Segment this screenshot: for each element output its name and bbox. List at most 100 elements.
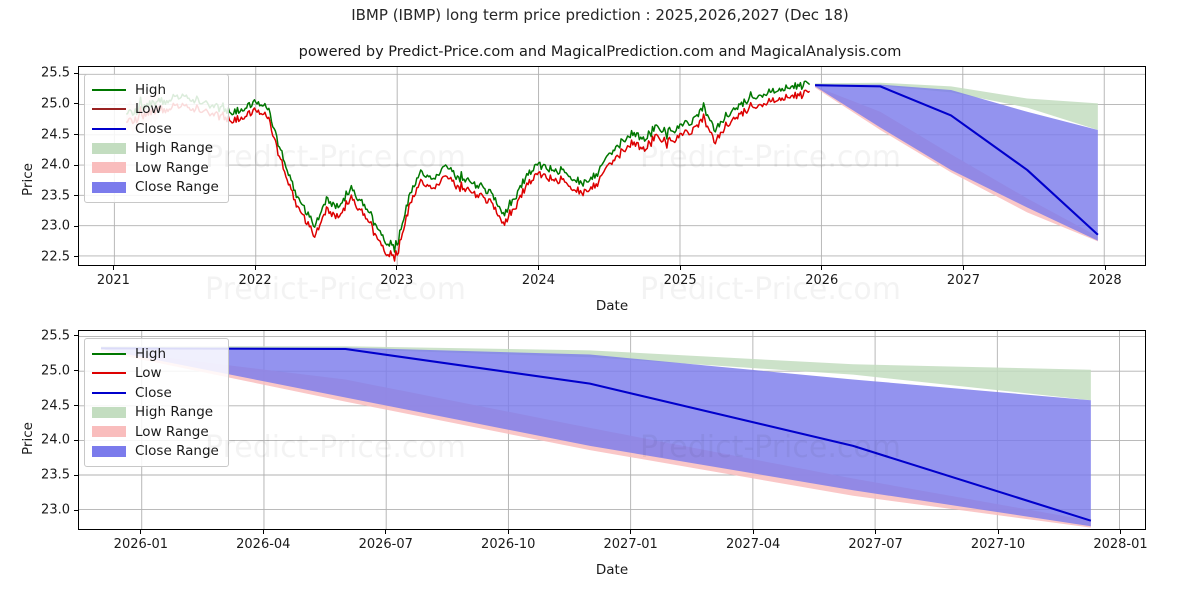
- y-tick-label-top: 25.0: [41, 96, 70, 112]
- y-tick-label-top: 23.0: [41, 218, 70, 234]
- y-tick-mark: [74, 103, 78, 105]
- legend-item-close-range: Close Range: [92, 178, 219, 198]
- y-tick-label-bottom: 25.0: [41, 363, 70, 379]
- legend-label: High Range: [135, 140, 214, 157]
- legend-item-high: High: [92, 80, 219, 100]
- legend-patch-swatch: [92, 445, 126, 458]
- top-chart-plot-area: [78, 66, 1146, 266]
- y-tick-mark: [74, 335, 78, 337]
- y-tick-mark: [74, 256, 78, 258]
- y-tick-label-top: 24.0: [41, 157, 70, 173]
- legend-line-swatch: [92, 122, 126, 135]
- chart-subtitle: powered by Predict-Price.com and Magical…: [298, 44, 902, 60]
- x-tick-label-bottom: 2027-04: [725, 537, 781, 552]
- y-tick-label-top: 23.5: [41, 188, 70, 204]
- x-tick-label-bottom: 2026-01: [113, 537, 169, 552]
- legend-label: Close Range: [135, 179, 219, 196]
- legend-label: High Range: [135, 404, 214, 421]
- x-tick-label-bottom: 2027-07: [848, 537, 903, 552]
- legend-patch-swatch: [92, 425, 126, 438]
- x-axis-label-top: Date: [595, 298, 629, 314]
- x-tick-mark: [875, 530, 877, 534]
- x-tick-mark: [262, 530, 264, 534]
- x-tick-label-bottom: 2028-01: [1093, 537, 1148, 552]
- legend-label: High: [135, 81, 167, 98]
- x-tick-mark: [821, 266, 823, 270]
- x-tick-mark: [679, 266, 681, 270]
- legend-item-high-range: High Range: [92, 139, 219, 159]
- y-tick-label-top: 24.5: [41, 127, 70, 142]
- y-tick-mark: [74, 474, 78, 476]
- x-axis-label-bottom: Date: [595, 562, 629, 578]
- y-tick-label-top: 25.5: [41, 65, 70, 81]
- x-tick-mark: [140, 530, 142, 534]
- x-tick-label-top: 2026: [805, 273, 839, 288]
- legend-item-low-range: Low Range: [92, 158, 219, 178]
- x-tick-label-top: 2023: [380, 273, 414, 288]
- x-tick-mark: [962, 266, 964, 270]
- legend-item-high: High: [92, 344, 219, 364]
- x-tick-label-bottom: 2027-10: [970, 537, 1026, 552]
- y-tick-label-bottom: 24.5: [41, 398, 70, 414]
- legend-line-swatch: [92, 386, 126, 399]
- y-tick-label-bottom: 25.5: [41, 328, 70, 344]
- legend-patch-swatch: [92, 181, 126, 194]
- top-chart-svg: [79, 67, 1145, 265]
- chart-title: IBMP (IBMP) long term price prediction :…: [351, 6, 849, 24]
- x-tick-label-top: 2027: [946, 273, 981, 288]
- bottom-chart-svg: [79, 331, 1145, 529]
- y-tick-mark: [74, 72, 78, 74]
- legend-item-low-range: Low Range: [92, 422, 219, 442]
- y-tick-mark: [74, 164, 78, 166]
- legend-item-close: Close: [92, 119, 219, 139]
- x-tick-label-bottom: 2026-04: [236, 537, 291, 552]
- x-tick-label-bottom: 2026-10: [481, 537, 536, 552]
- x-tick-label-top: 2021: [96, 273, 130, 288]
- legend-item-close: Close: [92, 383, 219, 403]
- legend-bottom: High Low Close High Range Low Range Close Ran…: [84, 338, 229, 467]
- legend-label: High: [135, 345, 167, 362]
- y-tick-mark: [74, 439, 78, 441]
- legend-label: Close: [135, 120, 172, 137]
- legend-label: Low Range: [135, 423, 209, 440]
- legend-patch-swatch: [92, 406, 126, 419]
- y-tick-mark: [74, 509, 78, 511]
- legend-label: Low Range: [135, 159, 209, 176]
- x-tick-mark: [752, 530, 754, 534]
- y-tick-mark: [74, 195, 78, 197]
- legend-item-low: Low: [92, 100, 219, 120]
- legend-label: Close Range: [135, 443, 219, 460]
- x-tick-label-top: 2024: [521, 273, 555, 288]
- legend-line-swatch: [92, 367, 126, 380]
- legend-patch-swatch: [92, 161, 126, 174]
- x-tick-mark: [537, 266, 539, 270]
- legend-line-swatch: [92, 347, 126, 360]
- y-tick-mark: [74, 134, 78, 135]
- y-tick-mark: [74, 225, 78, 227]
- x-tick-mark: [254, 266, 256, 270]
- x-tick-label-bottom: 2027-01: [603, 537, 658, 552]
- x-tick-mark: [507, 530, 509, 534]
- legend-patch-swatch: [92, 142, 126, 155]
- legend-label: Low: [135, 101, 162, 118]
- x-tick-mark: [1120, 530, 1121, 534]
- legend-item-low: Low: [92, 364, 219, 384]
- legend-top: High Low Close High Range Low Range Close Ran…: [84, 74, 229, 203]
- x-tick-label-bottom: 2026-07: [358, 537, 413, 552]
- x-tick-label-top: 2022: [238, 273, 272, 288]
- legend-line-swatch: [92, 103, 126, 116]
- y-tick-label-bottom: 24.0: [41, 432, 70, 448]
- bottom-chart-plot-area: [78, 330, 1146, 530]
- legend-label: Low: [135, 365, 162, 382]
- y-tick-label-bottom: 23.5: [41, 467, 70, 483]
- legend-label: Close: [135, 384, 172, 401]
- x-tick-mark: [396, 266, 398, 270]
- x-tick-mark: [630, 530, 632, 534]
- x-tick-mark: [997, 530, 999, 534]
- legend-item-close-range: Close Range: [92, 442, 219, 462]
- legend-line-swatch: [92, 83, 126, 96]
- x-tick-mark: [385, 530, 387, 534]
- x-tick-label-top: 2028: [1088, 273, 1122, 288]
- x-tick-mark: [1104, 266, 1106, 270]
